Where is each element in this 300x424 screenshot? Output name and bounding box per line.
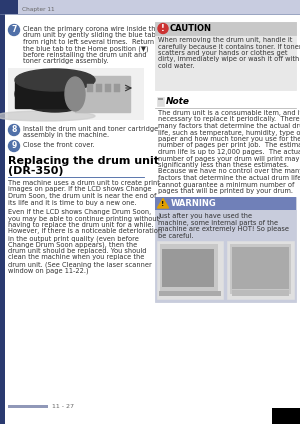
Circle shape <box>8 125 20 136</box>
Bar <box>105 84 111 92</box>
Text: toner cartridge assembly.: toner cartridge assembly. <box>23 59 108 64</box>
Text: drum unit should be replaced. You should: drum unit should be replaced. You should <box>8 248 146 254</box>
Polygon shape <box>158 198 169 208</box>
Text: clean the machine when you replace the: clean the machine when you replace the <box>8 254 144 260</box>
Bar <box>155 197 296 302</box>
Text: drum life is up to 12,000 pages.  The actual: drum life is up to 12,000 pages. The act… <box>158 149 300 155</box>
Bar <box>155 22 296 35</box>
Text: machine, some internal parts of the: machine, some internal parts of the <box>158 220 278 226</box>
Text: Install the drum unit and toner cartridge: Install the drum unit and toner cartridg… <box>23 126 158 132</box>
Ellipse shape <box>0 111 95 121</box>
Text: Close the front cover.: Close the front cover. <box>23 142 94 148</box>
Ellipse shape <box>15 69 95 91</box>
Text: 11 - 27: 11 - 27 <box>52 404 74 410</box>
Text: 8: 8 <box>11 126 17 134</box>
Bar <box>158 98 163 100</box>
Text: the blue tab to the Home position (▼): the blue tab to the Home position (▼) <box>23 45 148 52</box>
Bar <box>155 95 296 192</box>
Text: Replacing the drum unit: Replacing the drum unit <box>8 156 159 166</box>
Text: Even if the LCD shows Change Drum Soon,: Even if the LCD shows Change Drum Soon, <box>8 209 151 215</box>
Bar <box>155 22 296 90</box>
Text: Note: Note <box>166 97 190 106</box>
Circle shape <box>8 140 20 151</box>
Text: from right to left several times.  Return: from right to left several times. Return <box>23 39 154 45</box>
Text: Clean the primary corona wire inside the: Clean the primary corona wire inside the <box>23 26 160 32</box>
Text: However, if there is a noticeable deterioration: However, if there is a noticeable deteri… <box>8 229 162 234</box>
Text: Because we have no control over the many: Because we have no control over the many <box>158 168 300 175</box>
Text: having to replace the drum unit for a while.: having to replace the drum unit for a wh… <box>8 222 154 228</box>
Text: cold water.: cold water. <box>158 63 194 69</box>
Text: number of pages per print job.  The estimated: number of pages per print job. The estim… <box>158 142 300 148</box>
Bar <box>227 241 294 299</box>
Text: Drum Soon, the drum unit is near the end of: Drum Soon, the drum unit is near the end… <box>8 193 156 199</box>
Text: Chapter 11: Chapter 11 <box>22 8 55 12</box>
Text: The machine uses a drum unit to create print: The machine uses a drum unit to create p… <box>8 180 160 186</box>
Text: dirty, immediately wipe or wash it off with: dirty, immediately wipe or wash it off w… <box>158 56 299 62</box>
Text: 7: 7 <box>11 25 17 34</box>
Circle shape <box>158 23 168 33</box>
Bar <box>8 68 144 120</box>
Text: be careful.: be careful. <box>158 232 194 238</box>
Text: before reinstalling the drum unit and: before reinstalling the drum unit and <box>23 52 147 58</box>
Text: many factors that determine the actual drum: many factors that determine the actual d… <box>158 123 300 129</box>
Text: carefully because it contains toner. If toner: carefully because it contains toner. If … <box>158 44 300 50</box>
Text: significantly less than these estimates.: significantly less than these estimates. <box>158 162 289 168</box>
Bar <box>232 290 289 296</box>
Bar <box>232 247 289 289</box>
Text: in the output print quality (even before: in the output print quality (even before <box>8 235 139 242</box>
Bar <box>114 84 120 92</box>
Bar <box>157 97 164 106</box>
Bar <box>160 244 218 294</box>
Bar <box>162 249 214 287</box>
Bar <box>155 197 296 210</box>
Text: CAUTION: CAUTION <box>170 24 212 33</box>
Bar <box>230 244 291 294</box>
Text: WARNING: WARNING <box>171 199 217 208</box>
Bar <box>272 408 300 424</box>
Bar <box>159 291 221 296</box>
Bar <box>157 241 223 299</box>
Bar <box>0 0 300 14</box>
Text: life, such as temperature, humidity, type of: life, such as temperature, humidity, typ… <box>158 129 300 136</box>
Text: you may be able to continue printing without: you may be able to continue printing wit… <box>8 215 159 221</box>
Text: drum unit. (See Cleaning the laser scanner: drum unit. (See Cleaning the laser scann… <box>8 261 152 268</box>
Text: necessary to replace it periodically.  There are: necessary to replace it periodically. Th… <box>158 117 300 123</box>
Text: its life and it is time to buy a new one.: its life and it is time to buy a new one… <box>8 200 136 206</box>
Text: Change Drum Soon appears), then the: Change Drum Soon appears), then the <box>8 242 137 248</box>
Text: images on paper. If the LCD shows Change: images on paper. If the LCD shows Change <box>8 187 152 192</box>
Bar <box>15 80 95 108</box>
Text: window on page 11-22.): window on page 11-22.) <box>8 268 88 274</box>
Text: Just after you have used the: Just after you have used the <box>158 213 252 219</box>
Text: pages that will be printed by your drum.: pages that will be printed by your drum. <box>158 188 293 194</box>
Text: paper and how much toner you use for the: paper and how much toner you use for the <box>158 136 300 142</box>
Text: machine are extremely HOT! So please: machine are extremely HOT! So please <box>158 226 289 232</box>
Ellipse shape <box>15 76 95 112</box>
Circle shape <box>8 25 20 36</box>
Text: The drum unit is a consumable item, and it is: The drum unit is a consumable item, and … <box>158 110 300 116</box>
Text: drum unit by gently sliding the blue tab: drum unit by gently sliding the blue tab <box>23 33 156 39</box>
Bar <box>8 405 48 408</box>
Text: (DR-350): (DR-350) <box>8 166 64 176</box>
Text: cannot guarantee a minimum number of: cannot guarantee a minimum number of <box>158 181 294 187</box>
Bar <box>75 76 130 112</box>
Bar <box>0 14 5 424</box>
Text: 9: 9 <box>11 142 16 151</box>
Text: When removing the drum unit, handle it: When removing the drum unit, handle it <box>158 37 292 43</box>
Text: scatters and your hands or clothes get: scatters and your hands or clothes get <box>158 50 287 56</box>
Bar <box>87 84 93 92</box>
Text: !: ! <box>161 24 165 33</box>
Bar <box>0 0 18 14</box>
Text: factors that determine the actual drum life, we: factors that determine the actual drum l… <box>158 175 300 181</box>
Text: assembly in the machine.: assembly in the machine. <box>23 132 109 139</box>
Ellipse shape <box>65 77 85 111</box>
Bar <box>96 84 102 92</box>
Text: !: ! <box>161 201 165 207</box>
Text: number of pages your drum will print may be: number of pages your drum will print may… <box>158 156 300 162</box>
